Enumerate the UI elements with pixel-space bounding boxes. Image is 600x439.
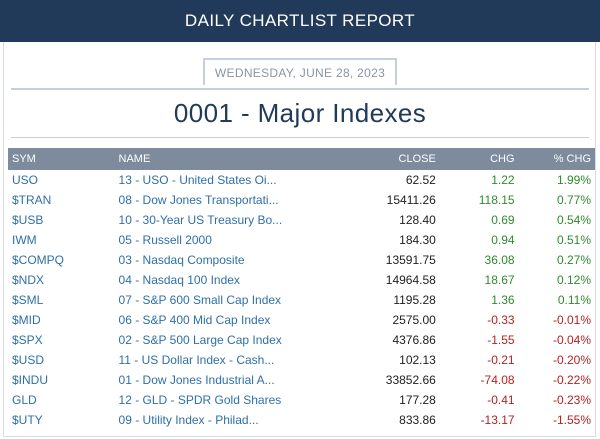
pct-change-value: 0.54% (556, 213, 591, 227)
column-header-name[interactable]: NAME (118, 153, 151, 165)
close-value: 2575.00 (392, 313, 436, 327)
symbol-link[interactable]: $SPX (12, 333, 43, 347)
pct-change-value: -0.23% (552, 393, 591, 407)
symbol-link[interactable]: IWM (12, 233, 37, 247)
column-header-chg[interactable]: CHG (490, 153, 515, 165)
pct-change-value: -0.04% (552, 333, 591, 347)
name-link[interactable]: 10 - 30-Year US Treasury Bo... (118, 213, 283, 227)
change-value: 118.15 (478, 193, 515, 207)
change-value: -1.55 (487, 333, 515, 347)
name-link[interactable]: 05 - Russell 2000 (118, 233, 212, 247)
symbol-link[interactable]: $INDU (12, 373, 49, 387)
close-value: 33852.66 (385, 373, 436, 387)
close-value: 184.30 (399, 233, 436, 247)
report-frame (3, 42, 596, 437)
change-value: -0.33 (487, 313, 515, 327)
table-row: $USB 10 - 30-Year US Treasury Bo... 128.40… (8, 210, 595, 230)
close-value: 62.52 (405, 173, 436, 187)
change-value: 36.08 (484, 253, 515, 267)
symbol-link[interactable]: USO (12, 173, 39, 187)
table-row: $NDX 04 - Nasdaq 100 Index 14964.58 18.67 0.… (8, 270, 595, 290)
symbol-link[interactable]: $NDX (12, 273, 45, 287)
date-tab: WEDNESDAY, JUNE 28, 2023 (0, 58, 600, 85)
index-table: SYM NAME CLOSE CHG % CHG USO 13 - USO - U… (8, 148, 595, 430)
close-value: 13591.75 (385, 253, 436, 267)
table-row: $INDU 01 - Dow Jones Industrial A... 33852… (8, 370, 595, 390)
change-value: 0.69 (491, 213, 515, 227)
name-link[interactable]: 11 - US Dollar Index - Cash... (118, 353, 275, 367)
pct-change-value: 0.77% (556, 193, 591, 207)
close-value: 102.13 (399, 353, 436, 367)
pct-change-value: -0.20% (552, 353, 591, 367)
change-value: 1.22 (491, 173, 515, 187)
report-header-title: DAILY CHARTLIST REPORT (184, 11, 416, 30)
report-date: WEDNESDAY, JUNE 28, 2023 (202, 58, 398, 85)
table-row: $TRAN 08 - Dow Jones Transportati... 15411… (8, 190, 595, 210)
table-row: $SML 07 - S&P 600 Small Cap Index 1195.28 1… (8, 290, 595, 310)
close-value: 833.86 (399, 413, 436, 427)
name-link[interactable]: 01 - Dow Jones Industrial A... (118, 373, 275, 387)
column-header-pct-chg[interactable]: % CHG (553, 153, 591, 165)
title-divider (11, 137, 589, 138)
chartlist-title: 0001 - Major Indexes (173, 98, 427, 128)
name-link[interactable]: 07 - S&P 600 Small Cap Index (118, 293, 282, 307)
symbol-link[interactable]: $MID (12, 313, 41, 327)
table-row: $UTY 09 - Utility Index - Philad... 833.86… (8, 410, 595, 430)
symbol-link[interactable]: $COMPQ (12, 253, 65, 267)
symbol-link[interactable]: $SML (12, 293, 44, 307)
change-value: -0.21 (487, 353, 515, 367)
close-value: 128.40 (399, 213, 436, 227)
symbol-link[interactable]: $TRAN (12, 193, 52, 207)
name-link[interactable]: 12 - GLD - SPDR Gold Shares (118, 393, 282, 407)
close-value: 177.28 (399, 393, 436, 407)
report-header-bar: DAILY CHARTLIST REPORT (0, 0, 600, 42)
pct-change-value: 0.51% (556, 233, 591, 247)
column-header-sym[interactable]: SYM (12, 153, 36, 165)
pct-change-value: 0.27% (556, 253, 591, 267)
change-value: -0.41 (487, 393, 515, 407)
close-value: 1195.28 (393, 293, 436, 307)
name-link[interactable]: 02 - S&P 500 Large Cap Index (118, 333, 282, 347)
table-row: IWM 05 - Russell 2000 184.30 0.94 0.51% (8, 230, 595, 250)
pct-change-value: -1.55% (552, 413, 591, 427)
change-value: -13.17 (480, 413, 515, 427)
column-header-close[interactable]: CLOSE (398, 153, 436, 165)
name-link[interactable]: 13 - USO - United States Oi... (118, 173, 277, 187)
table-row: GLD 12 - GLD - SPDR Gold Shares 177.28 -0.4… (8, 390, 595, 410)
change-value: 0.94 (491, 233, 515, 247)
pct-change-value: -0.01% (552, 313, 591, 327)
pct-change-value: 0.11% (557, 293, 591, 307)
change-value: 1.36 (491, 293, 515, 307)
change-value: 18.67 (484, 273, 515, 287)
pct-change-value: 1.99% (556, 173, 591, 187)
change-value: -74.08 (480, 373, 515, 387)
symbol-link[interactable]: $USD (12, 353, 45, 367)
name-link[interactable]: 09 - Utility Index - Philad... (118, 413, 259, 427)
symbol-link[interactable]: GLD (12, 393, 37, 407)
symbol-link[interactable]: $USB (12, 213, 44, 227)
close-value: 4376.86 (392, 333, 436, 347)
close-value: 15411.26 (386, 193, 436, 207)
table-row: $SPX 02 - S&P 500 Large Cap Index 4376.86 -… (8, 330, 595, 350)
pct-change-value: -0.22% (552, 373, 591, 387)
name-link[interactable]: 03 - Nasdaq Composite (118, 253, 245, 267)
table-body: USO 13 - USO - United States Oi... 62.52 1.… (8, 170, 595, 430)
table-row: $COMPQ 03 - Nasdaq Composite 13591.75 36.08… (8, 250, 595, 270)
table-row: USO 13 - USO - United States Oi... 62.52 1.… (8, 170, 595, 190)
name-link[interactable]: 08 - Dow Jones Transportati... (118, 193, 279, 207)
table-row: $MID 06 - S&P 400 Mid Cap Index 2575.00 -0.… (8, 310, 595, 330)
close-value: 14964.58 (385, 273, 436, 287)
name-link[interactable]: 06 - S&P 400 Mid Cap Index (118, 313, 271, 327)
pct-change-value: 0.12% (556, 273, 591, 287)
symbol-link[interactable]: $UTY (12, 413, 43, 427)
table-row: $USD 11 - US Dollar Index - Cash... 102.13… (8, 350, 595, 370)
date-divider (11, 88, 589, 90)
table-header-row: SYM NAME CLOSE CHG % CHG (8, 148, 595, 170)
name-link[interactable]: 04 - Nasdaq 100 Index (118, 273, 240, 287)
